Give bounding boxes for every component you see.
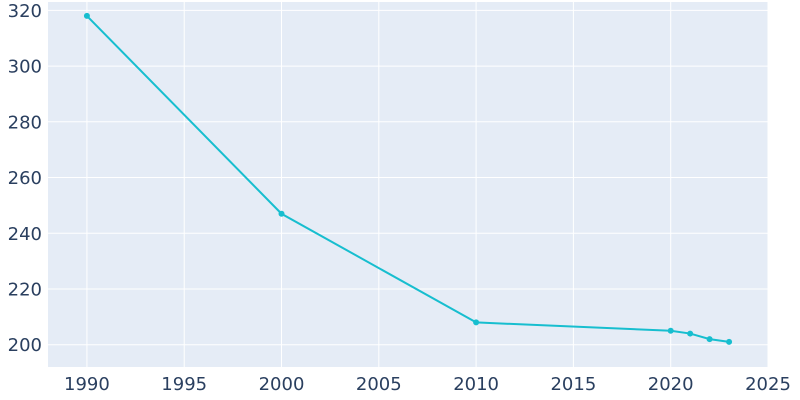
- x-tick-label: 2005: [356, 374, 402, 395]
- y-tick-label: 240: [8, 224, 42, 245]
- x-tick-label: 2000: [259, 374, 305, 395]
- y-tick-label: 280: [8, 112, 42, 133]
- data-points: [83, 12, 733, 345]
- y-grid-lines: [48, 9, 768, 346]
- data-point: [278, 210, 285, 217]
- y-tick-labels: 200 220 240 260 280 300 320: [8, 1, 42, 356]
- y-tick-label: 260: [8, 168, 42, 189]
- data-point: [83, 12, 90, 19]
- x-tick-labels: 1990 1995 2000 2005 2010 2015 2020 2025: [64, 374, 791, 395]
- plot-background: [48, 2, 768, 367]
- x-tick-label: 1990: [64, 374, 110, 395]
- y-tick-label: 220: [8, 279, 42, 300]
- x-tick-label: 2010: [453, 374, 499, 395]
- x-tick-label: 1995: [161, 374, 207, 395]
- y-tick-label: 200: [8, 335, 42, 356]
- data-point: [473, 319, 480, 326]
- x-tick-label: 2025: [745, 374, 791, 395]
- data-point: [706, 336, 713, 343]
- data-point: [726, 338, 733, 345]
- x-tick-label: 2015: [550, 374, 596, 395]
- x-tick-label: 2020: [648, 374, 694, 395]
- y-tick-label: 300: [8, 57, 42, 78]
- data-point: [667, 327, 674, 334]
- y-tick-label: 320: [8, 1, 42, 22]
- data-point: [687, 330, 694, 337]
- x-grid-lines: [86, 2, 769, 367]
